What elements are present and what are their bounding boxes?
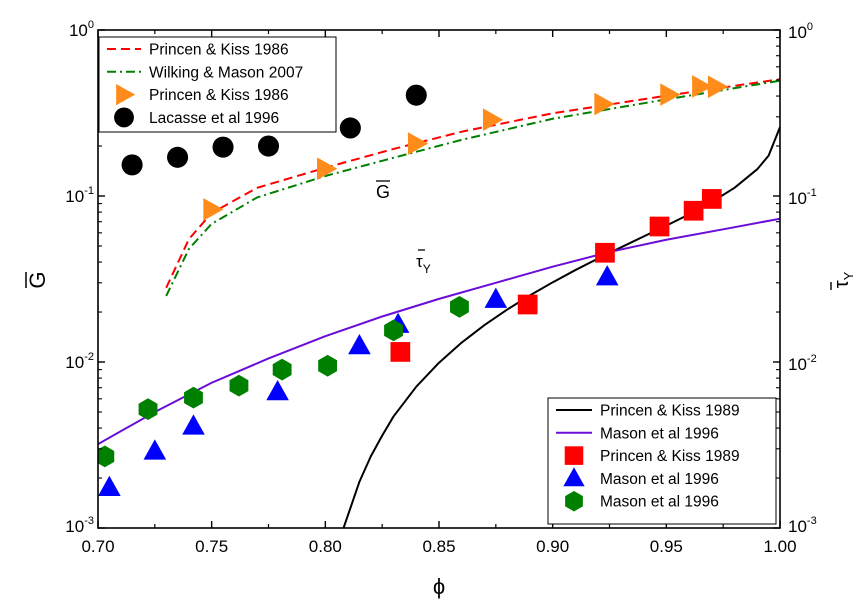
data-point [257, 135, 280, 157]
legend-bottom: Princen & Kiss 1989 Mason et al 1996 Princ… [547, 397, 777, 525]
y-tick-label-left: 10-3 [65, 515, 94, 536]
series-5 [98, 217, 780, 446]
legend-item: Mason et al 1996 [565, 490, 719, 512]
legend-item: Princen & Kiss 1989 [564, 446, 740, 465]
data-point [405, 84, 427, 106]
legend-item: Princen & Kiss 1986 [107, 42, 289, 59]
y-tick-label-left: 10-2 [65, 351, 94, 372]
legend-label: Princen & Kiss 1986 [149, 42, 289, 59]
series-line [165, 79, 780, 297]
legend-label: Lacasse et al 1996 [149, 110, 279, 127]
data-point [708, 75, 729, 99]
data-point [595, 265, 619, 286]
legend-marker-swatch [114, 107, 134, 128]
x-tick-label: 0.85 [422, 537, 455, 556]
series-2 [203, 75, 729, 221]
data-point [482, 108, 504, 132]
legend-item: Princen & Kiss 1986 [116, 83, 289, 106]
y-tick-label-right: 10-2 [788, 353, 817, 374]
data-point [649, 216, 670, 237]
legend-label: Mason et al 1996 [600, 471, 719, 488]
data-point [595, 242, 615, 263]
legend-item: Lacasse et al 1996 [114, 107, 279, 128]
data-point [317, 157, 338, 181]
legend-label: Wilking & Mason 2007 [149, 64, 303, 81]
x-tick-label: 0.90 [536, 537, 569, 556]
legend-marker-swatch [565, 490, 583, 512]
x-tick-label: 1.00 [763, 537, 796, 556]
legend-item: Princen & Kiss 1989 [556, 403, 740, 420]
data-point [272, 358, 292, 381]
legend-marker-swatch [116, 83, 136, 106]
annotation-tau-y: τY [416, 249, 431, 276]
legend-item: Mason et al 1996 [556, 425, 719, 442]
data-point [318, 354, 338, 377]
x-axis-title: ϕ [433, 574, 445, 599]
data-point [450, 295, 469, 318]
annotation-tau-text: τY [416, 252, 431, 276]
data-point [484, 287, 508, 308]
x-tick-label: 0.95 [650, 537, 683, 556]
data-point [121, 154, 143, 176]
y-axis-left-text: G [25, 271, 50, 288]
y-tick-label-left: 100 [69, 19, 94, 40]
y-axis-right-text: τY [831, 271, 856, 288]
series-layer [98, 75, 780, 528]
x-tick-label: 0.75 [195, 537, 228, 556]
legend-label: Princen & Kiss 1989 [600, 448, 740, 465]
data-point [182, 414, 205, 435]
data-point [98, 475, 121, 496]
series-0 [165, 78, 780, 289]
data-point [184, 386, 203, 409]
legend-label: Mason et al 1996 [600, 494, 719, 511]
data-point [390, 342, 411, 362]
y-tick-label-left: 10-1 [65, 185, 94, 206]
y-tick-label-right: 10-1 [788, 187, 817, 208]
annotation-g-text: G [376, 182, 390, 202]
data-point [683, 200, 704, 221]
data-point [212, 136, 234, 158]
series-1 [165, 79, 780, 297]
x-tick-label: 0.80 [309, 537, 342, 556]
y-tick-label-right: 100 [788, 21, 813, 42]
legend-marker-swatch [564, 446, 584, 465]
y-axis-left-title: G [25, 271, 50, 288]
series-line [165, 78, 780, 289]
legend-label: Mason et al 1996 [600, 425, 719, 442]
data-point [229, 374, 249, 397]
data-point [660, 83, 681, 106]
legend-top: Princen & Kiss 1986 Wilking & Mason 2007 P… [98, 36, 337, 133]
legend-box [547, 397, 777, 525]
annotation-g-bar: G [376, 180, 390, 202]
data-point [339, 117, 361, 139]
data-point [143, 439, 167, 460]
data-point [348, 334, 371, 355]
y-axis-right-title: τY [830, 271, 856, 290]
series-6 [390, 189, 722, 362]
data-point [203, 198, 224, 221]
legend-label: Princen & Kiss 1989 [600, 403, 740, 420]
data-point [701, 189, 722, 209]
data-point [266, 380, 289, 401]
series-3 [121, 84, 427, 176]
legend-item: Mason et al 1996 [563, 467, 719, 488]
data-point [98, 445, 115, 468]
data-point [138, 398, 158, 421]
data-point [692, 75, 713, 98]
legend-item: Wilking & Mason 2007 [107, 64, 303, 81]
data-point [384, 319, 403, 342]
legend-marker-swatch [563, 467, 585, 487]
data-point [407, 132, 429, 155]
x-tick-label: 0.70 [81, 537, 114, 556]
legend-label: Princen & Kiss 1986 [149, 87, 289, 104]
data-point [517, 294, 538, 315]
data-point [167, 146, 189, 168]
series-line [98, 217, 780, 446]
series-8 [98, 295, 469, 468]
y-tick-label-right: 10-3 [788, 515, 817, 536]
legend-box [98, 36, 337, 133]
data-point [594, 92, 615, 116]
